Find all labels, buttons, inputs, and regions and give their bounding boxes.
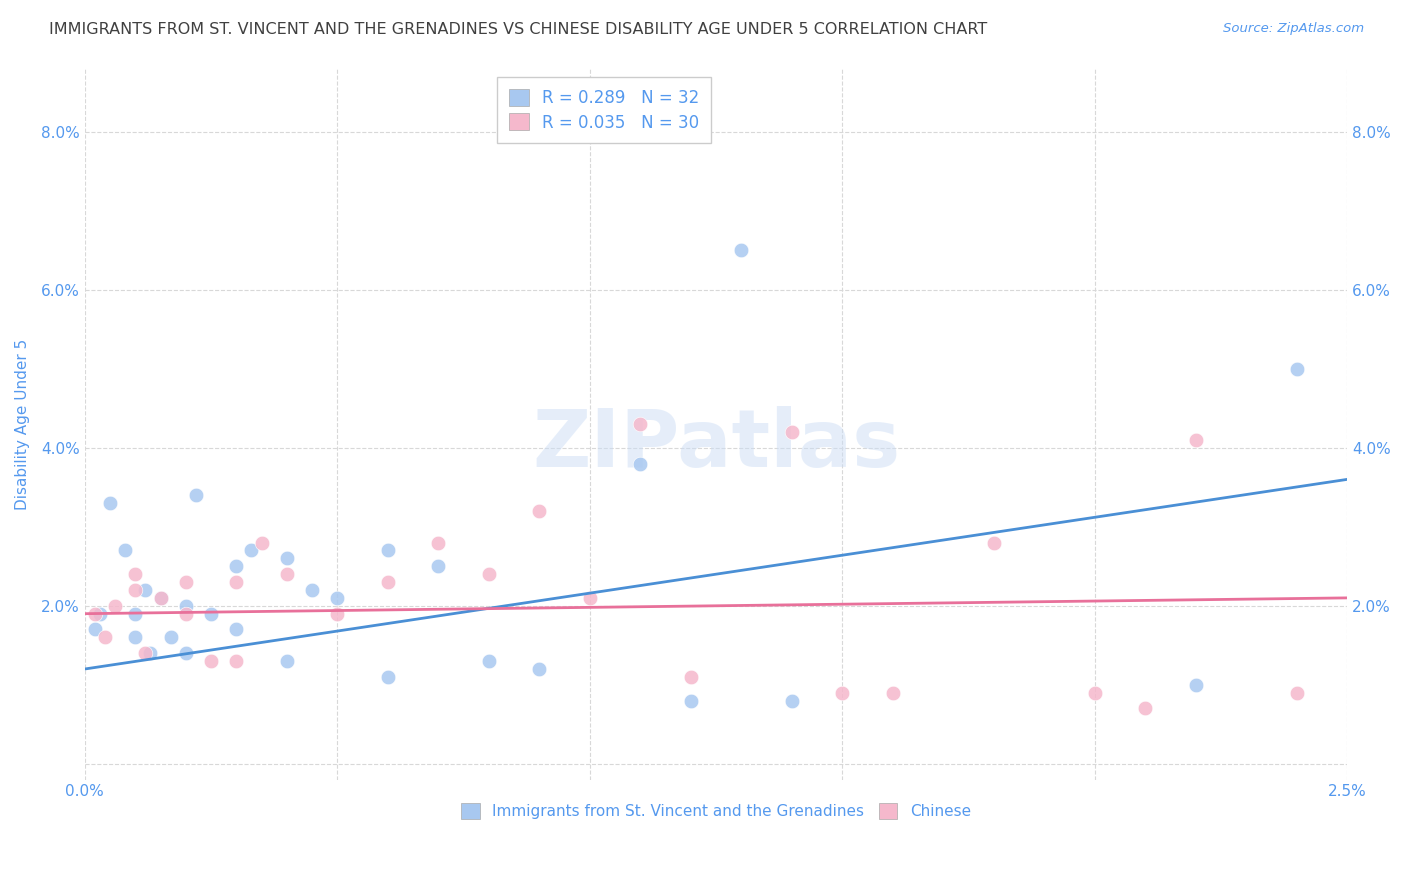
Point <box>882 686 904 700</box>
Point <box>149 591 172 605</box>
Point <box>276 567 298 582</box>
Point <box>377 575 399 590</box>
Point <box>174 575 197 590</box>
Point <box>529 662 551 676</box>
Point <box>124 582 146 597</box>
Point <box>578 591 600 605</box>
Point <box>89 607 111 621</box>
Y-axis label: Disability Age Under 5: Disability Age Under 5 <box>15 338 30 509</box>
Point <box>149 591 172 605</box>
Point <box>225 623 247 637</box>
Point <box>225 654 247 668</box>
Point <box>1285 361 1308 376</box>
Point <box>240 543 263 558</box>
Point <box>377 543 399 558</box>
Point <box>139 646 162 660</box>
Point <box>124 631 146 645</box>
Point <box>159 631 181 645</box>
Point <box>250 535 273 549</box>
Point <box>174 599 197 613</box>
Point <box>84 623 107 637</box>
Point <box>326 591 349 605</box>
Point <box>831 686 853 700</box>
Point <box>200 607 222 621</box>
Point <box>104 599 127 613</box>
Text: IMMIGRANTS FROM ST. VINCENT AND THE GRENADINES VS CHINESE DISABILITY AGE UNDER 5: IMMIGRANTS FROM ST. VINCENT AND THE GREN… <box>49 22 987 37</box>
Point <box>184 488 207 502</box>
Point <box>301 582 323 597</box>
Point <box>276 551 298 566</box>
Point <box>427 535 450 549</box>
Point <box>679 693 702 707</box>
Point <box>124 567 146 582</box>
Point <box>780 693 803 707</box>
Point <box>225 559 247 574</box>
Point <box>628 417 651 431</box>
Point <box>1285 686 1308 700</box>
Point <box>114 543 136 558</box>
Point <box>94 631 117 645</box>
Point <box>200 654 222 668</box>
Point <box>134 646 156 660</box>
Point <box>427 559 450 574</box>
Text: ZIPatlas: ZIPatlas <box>531 407 900 484</box>
Point <box>628 457 651 471</box>
Point <box>1184 678 1206 692</box>
Point <box>98 496 121 510</box>
Legend: Immigrants from St. Vincent and the Grenadines, Chinese: Immigrants from St. Vincent and the Gren… <box>456 797 977 825</box>
Point <box>478 654 501 668</box>
Point <box>529 504 551 518</box>
Point <box>225 575 247 590</box>
Point <box>276 654 298 668</box>
Point <box>174 646 197 660</box>
Text: Source: ZipAtlas.com: Source: ZipAtlas.com <box>1223 22 1364 36</box>
Point <box>124 607 146 621</box>
Point <box>478 567 501 582</box>
Point <box>326 607 349 621</box>
Point <box>134 582 156 597</box>
Point <box>174 607 197 621</box>
Point <box>983 535 1005 549</box>
Point <box>1135 701 1157 715</box>
Point <box>780 425 803 439</box>
Point <box>679 670 702 684</box>
Point <box>377 670 399 684</box>
Point <box>1184 433 1206 447</box>
Point <box>84 607 107 621</box>
Point <box>730 244 752 258</box>
Point <box>1084 686 1107 700</box>
